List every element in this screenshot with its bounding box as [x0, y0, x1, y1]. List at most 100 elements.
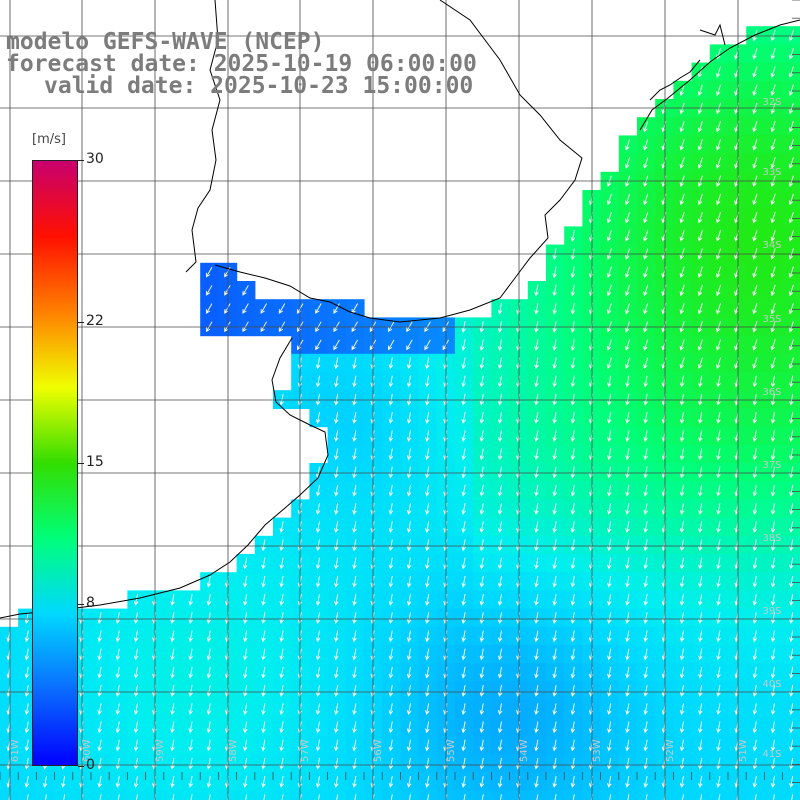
wind-arrow [206, 630, 212, 643]
wind-arrow [334, 357, 339, 370]
wind-arrow [133, 757, 139, 770]
wind-arrow [334, 466, 339, 479]
wind-arrow [206, 321, 213, 333]
wind-arrow [607, 685, 612, 697]
wind-arrow [643, 703, 648, 716]
wind-arrow [625, 357, 631, 369]
lon-label: 53W [592, 739, 603, 762]
model-title: modelo GEFS-WAVE (NCEP) [6, 29, 325, 55]
wind-arrow [497, 721, 503, 734]
wind-speed-cell [309, 335, 329, 355]
wind-arrow [24, 648, 30, 661]
wind-arrow [552, 685, 557, 697]
wind-arrow [497, 757, 503, 770]
wind-arrow [279, 575, 284, 588]
wind-arrow [479, 630, 485, 643]
wind-arrow [716, 139, 722, 151]
wind-speed-field [0, 26, 800, 800]
wind-arrow [315, 539, 321, 552]
wind-arrow [333, 339, 340, 351]
wind-speed-cell [273, 790, 292, 800]
wind-arrow [788, 266, 794, 278]
wind-arrow [497, 339, 503, 352]
colorbar-tick-mark [78, 604, 84, 606]
wind-arrow [24, 703, 30, 716]
wind-arrow [625, 139, 631, 151]
wind-arrow [170, 776, 175, 788]
wind-arrow [334, 648, 339, 661]
wind-arrow [752, 666, 758, 679]
wind-speed-cell [291, 335, 310, 355]
wind-arrow [315, 339, 322, 351]
wind-arrow [170, 612, 175, 625]
wind-arrow [752, 648, 758, 661]
wind-arrow [679, 302, 685, 315]
wind-arrow [334, 430, 339, 443]
wind-arrow [406, 321, 413, 333]
wind-arrow [424, 321, 431, 333]
wind-arrow [425, 466, 430, 479]
wind-arrow [625, 211, 631, 224]
wind-arrow [479, 594, 485, 606]
wind-arrow [115, 757, 121, 770]
wind-arrow [334, 630, 339, 643]
coastline-segment [699, 23, 726, 46]
wind-arrow [643, 466, 648, 479]
wind-arrow [716, 211, 722, 224]
wind-arrow [115, 612, 121, 625]
wind-arrow [643, 539, 648, 552]
wind-arrow [461, 666, 466, 679]
wind-arrow [789, 648, 794, 661]
wind-arrow [224, 303, 231, 314]
wind-arrow [661, 284, 667, 297]
wind-arrow [334, 739, 339, 752]
wind-arrow [479, 575, 485, 588]
wind-arrow [261, 557, 266, 570]
wind-arrow [643, 594, 648, 606]
wind-arrow [388, 612, 394, 625]
wind-speed-cell [782, 790, 800, 800]
wind-arrow [606, 284, 612, 297]
wind-arrow [698, 393, 703, 406]
wind-arrow [388, 393, 394, 406]
wind-arrow [679, 666, 685, 679]
wind-arrow [643, 757, 648, 770]
wind-arrow [497, 557, 503, 570]
wind-arrow [698, 721, 703, 734]
wind-arrow [570, 412, 576, 424]
wind-arrow [497, 302, 503, 315]
wind-arrow [479, 612, 485, 625]
wind-arrow [752, 120, 758, 133]
wind-arrow [497, 612, 503, 625]
wind-arrow [752, 466, 758, 479]
wind-arrow [789, 503, 794, 515]
wind-arrow [661, 157, 667, 169]
wind-arrow [697, 211, 703, 224]
wind-arrow [679, 139, 685, 151]
wind-speed-cell [455, 790, 474, 800]
wind-arrow [388, 575, 394, 588]
wind-arrow [552, 521, 557, 534]
wind-arrow [315, 612, 321, 625]
wind-arrow [479, 412, 485, 424]
wind-arrow [625, 339, 631, 351]
wind-arrow [716, 575, 721, 588]
wind-arrow [497, 357, 503, 370]
wind-arrow [406, 521, 412, 534]
wind-arrow [133, 739, 139, 752]
wind-arrow [770, 48, 776, 60]
wind-arrow [716, 484, 721, 497]
wind-arrow [388, 339, 395, 351]
wind-arrow [752, 139, 758, 151]
wind-arrow [552, 721, 557, 734]
wind-arrow [388, 557, 394, 570]
wind-arrow [315, 739, 321, 752]
wind-arrow [479, 357, 485, 370]
wind-arrow [679, 211, 685, 224]
wind-arrow [789, 776, 794, 788]
wind-arrow [625, 393, 630, 406]
wind-arrow [625, 703, 630, 716]
wind-arrow [279, 648, 284, 661]
wind-arrow [679, 266, 685, 278]
wind-arrow [352, 393, 357, 406]
